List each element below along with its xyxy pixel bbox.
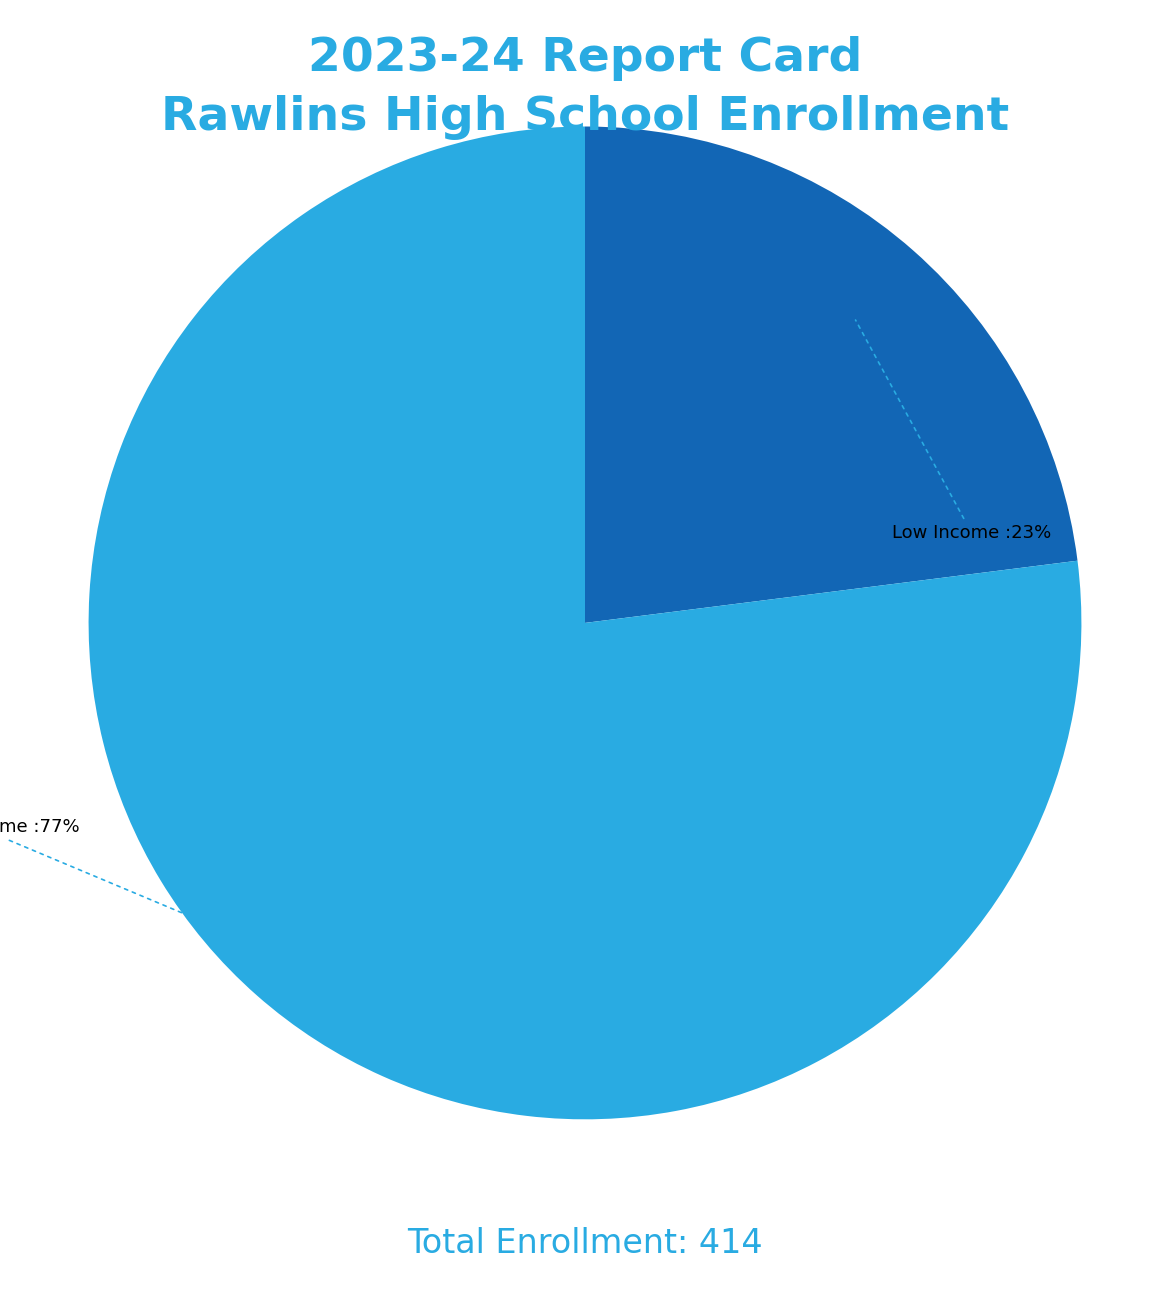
Text: Low Income :23%: Low Income :23% <box>855 320 1051 542</box>
Wedge shape <box>89 127 1081 1119</box>
Text: Total Enrollment: 414: Total Enrollment: 414 <box>407 1226 763 1260</box>
Text: Rawlins High School Enrollment: Rawlins High School Enrollment <box>161 95 1009 140</box>
Text: 2023-24 Report Card: 2023-24 Report Card <box>308 37 862 81</box>
Wedge shape <box>585 127 1078 623</box>
Text: Non-Low Income :77%: Non-Low Income :77% <box>0 819 287 957</box>
